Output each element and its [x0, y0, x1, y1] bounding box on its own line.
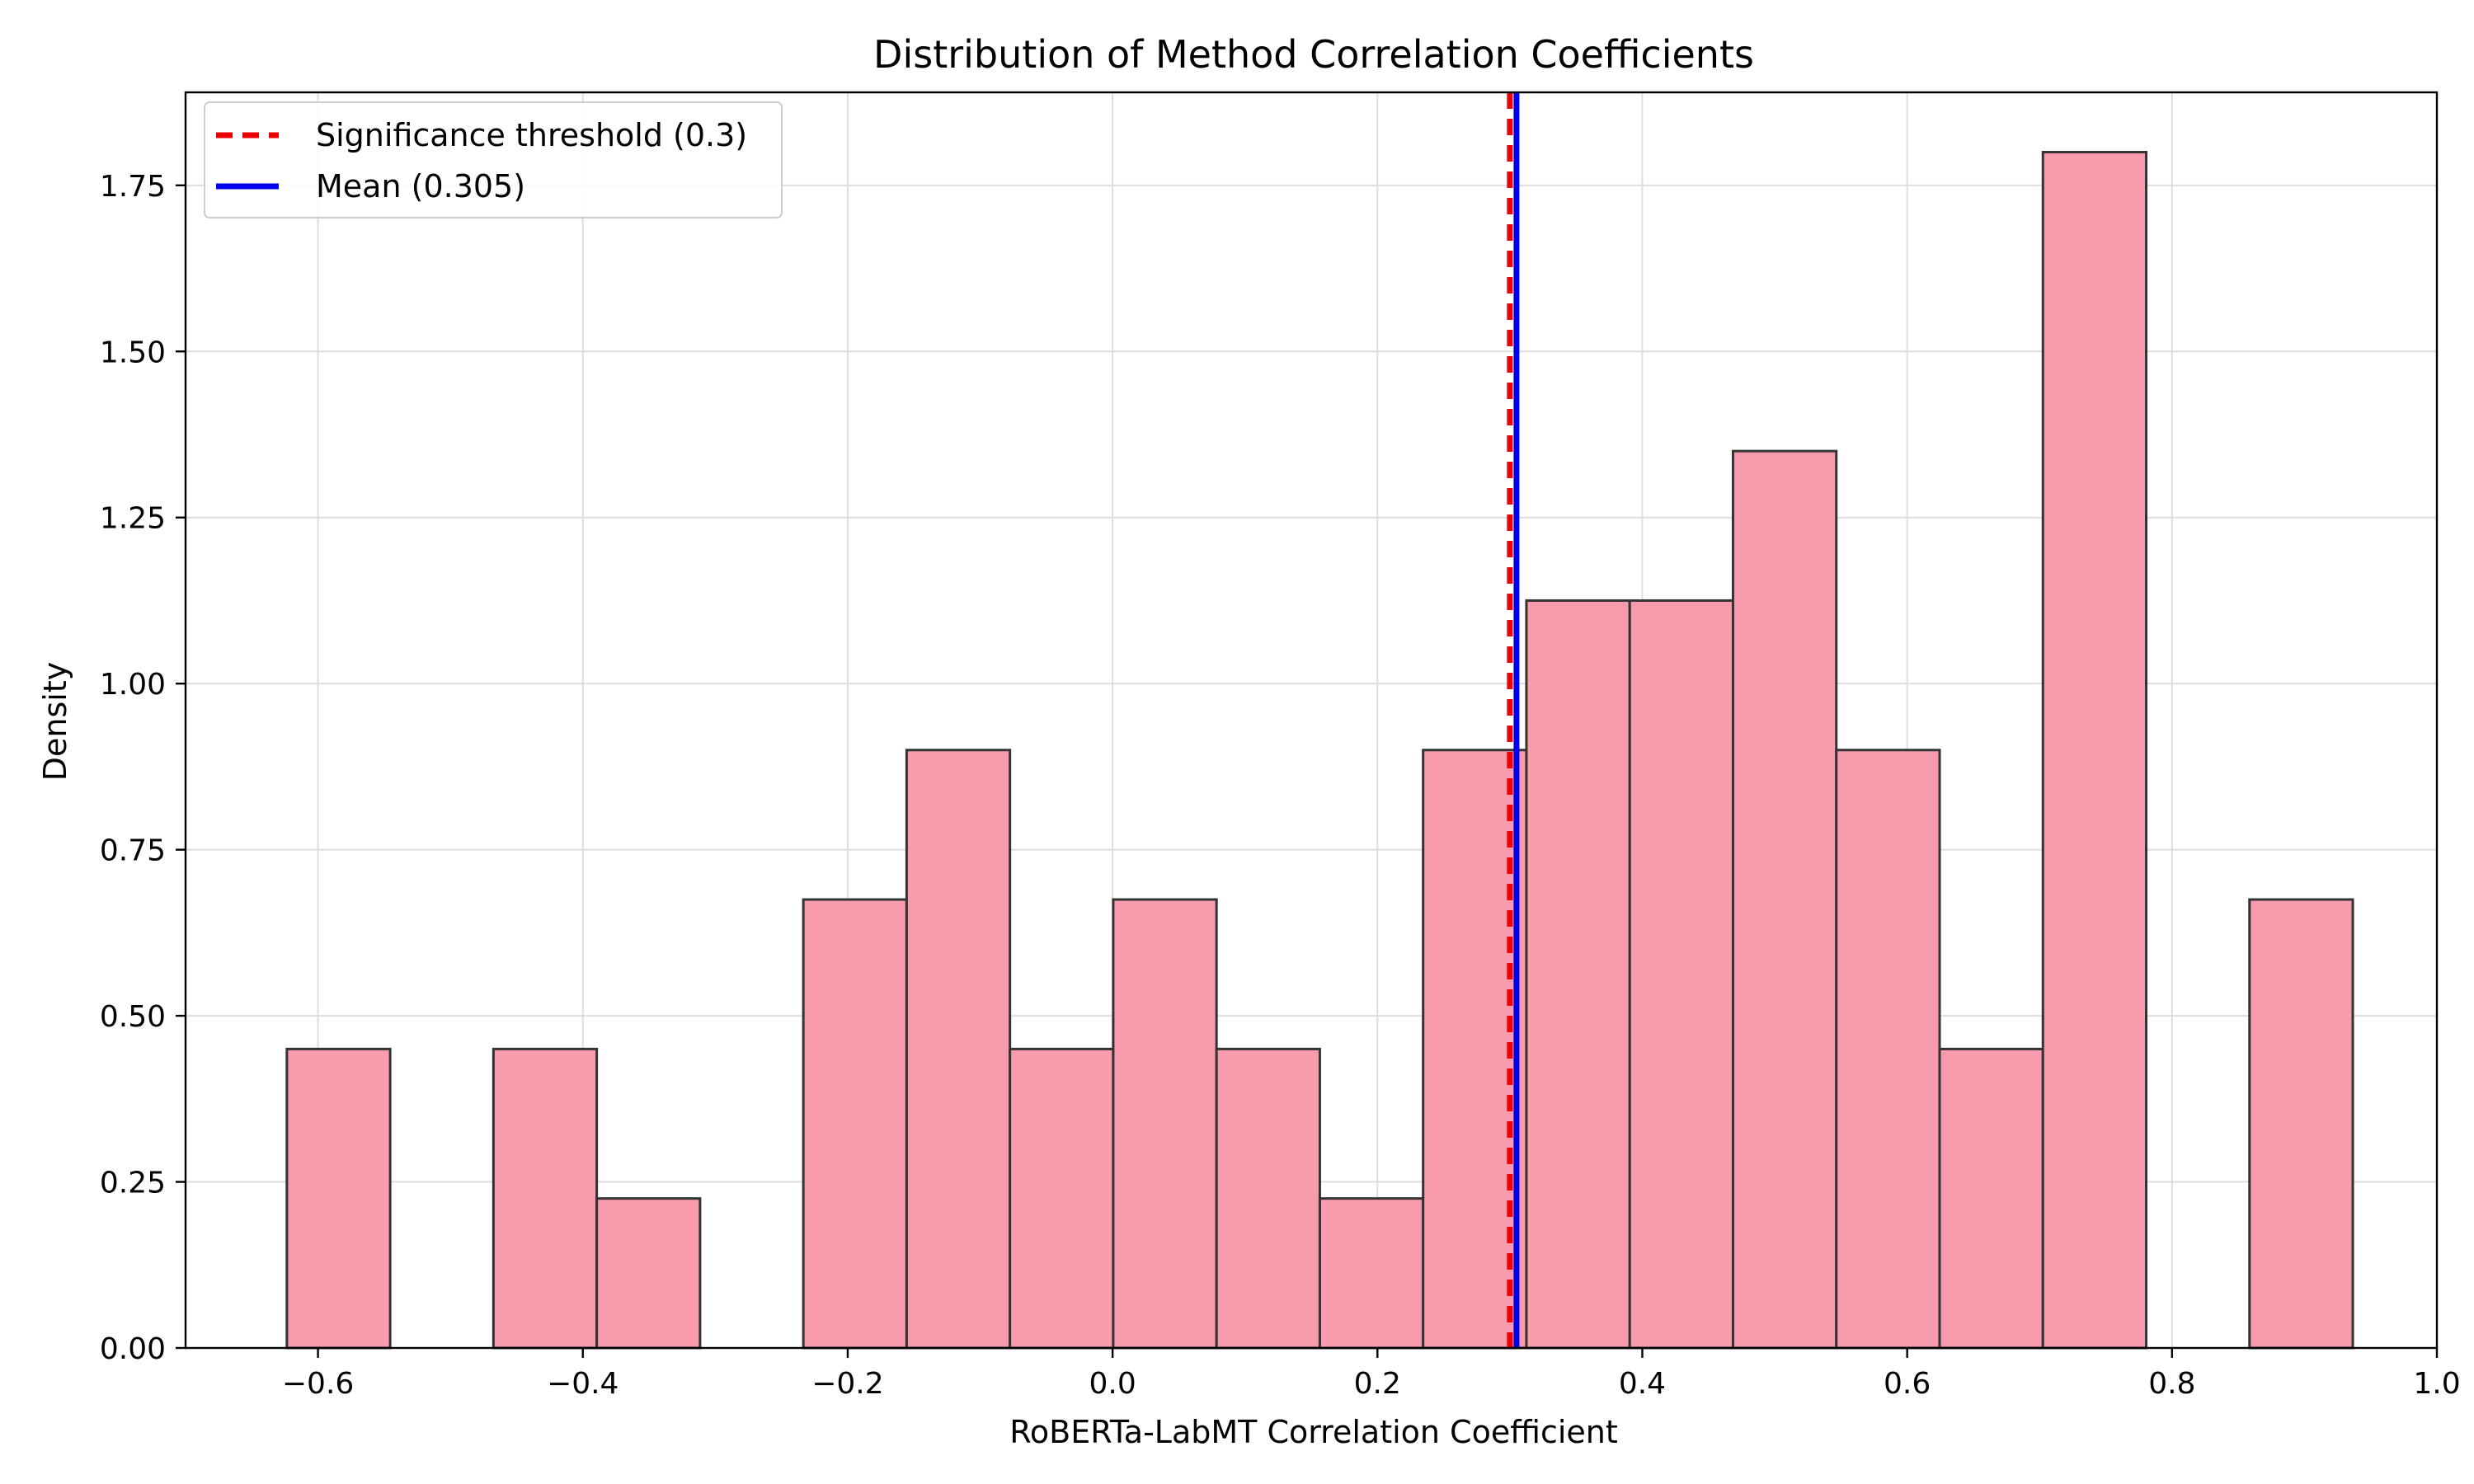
x-axis-ticks: −0.6 −0.4 −0.2 0.0 0.2 0.4 0.6 0.8 1.0 [282, 1348, 2461, 1401]
x-tick-label: 0.4 [1619, 1367, 1666, 1401]
histogram-bar [802, 898, 908, 1350]
x-tick-label: −0.6 [282, 1367, 354, 1401]
y-tick-label: 0.75 [100, 834, 166, 868]
y-axis-label: Density [37, 662, 73, 781]
histogram-bar [1525, 599, 1631, 1350]
histogram-bar [905, 749, 1012, 1350]
histogram-bar [1628, 599, 1734, 1350]
x-tick-label: 0.2 [1354, 1367, 1401, 1401]
y-tick-label: 1.50 [100, 336, 166, 369]
histogram-bar [285, 1047, 392, 1350]
x-tick-label: 0.8 [2148, 1367, 2195, 1401]
y-tick-label: 1.25 [100, 502, 166, 536]
y-tick-label: 0.50 [100, 1000, 166, 1034]
histogram-bar [1731, 449, 1838, 1350]
legend-threshold-label: Significance threshold (0.3) [316, 117, 747, 153]
histogram-bar [1112, 898, 1218, 1350]
y-tick-label: 1.00 [100, 668, 166, 702]
histogram-bar [492, 1047, 599, 1350]
x-tick-label: 0.0 [1089, 1367, 1136, 1401]
histogram-bar [1835, 749, 1941, 1350]
y-tick-label: 1.75 [100, 170, 166, 204]
chart-title: Distribution of Method Correlation Coeff… [873, 32, 1754, 77]
x-tick-label: −0.2 [811, 1367, 883, 1401]
chart-legend: Significance threshold (0.3) Mean (0.305… [204, 101, 783, 218]
histogram-bars [285, 151, 2354, 1350]
plot-area-frame [184, 91, 2439, 1350]
y-tick-label: 0.00 [100, 1332, 166, 1366]
legend-mean-label: Mean (0.305) [316, 168, 525, 204]
legend-box [204, 101, 783, 218]
histogram-bar [2248, 898, 2354, 1350]
x-tick-label: 1.0 [2413, 1367, 2460, 1401]
histogram-bar [595, 1197, 702, 1350]
x-tick-label: −0.4 [547, 1367, 618, 1401]
y-axis-ticks: 0.00 0.25 0.50 0.75 1.00 1.25 1.50 1.75 [100, 170, 186, 1366]
histogram-bar [1009, 1047, 1115, 1350]
histogram-bar [1938, 1047, 2044, 1350]
x-axis-label: RoBERTa-LabMT Correlation Coefficient [1009, 1414, 1618, 1450]
histogram-bar [1215, 1047, 1321, 1350]
x-tick-label: 0.6 [1884, 1367, 1931, 1401]
histogram-bar [2041, 151, 2148, 1350]
reference-lines [1507, 92, 1520, 1348]
histogram-bar [1318, 1197, 1425, 1350]
y-tick-label: 0.25 [100, 1167, 166, 1200]
